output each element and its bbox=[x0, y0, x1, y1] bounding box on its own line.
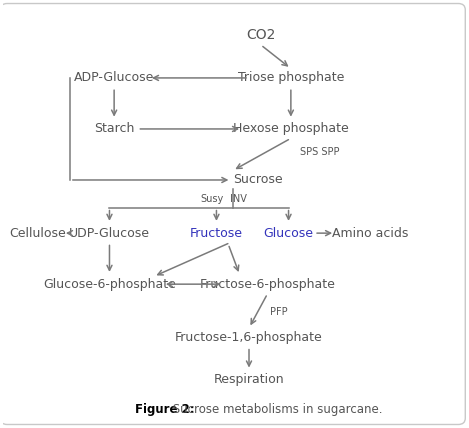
Text: Sucrose: Sucrose bbox=[233, 173, 282, 187]
Text: ADP-Glucose: ADP-Glucose bbox=[74, 71, 154, 84]
Text: Fructose-6-phosphate: Fructose-6-phosphate bbox=[200, 278, 335, 291]
Text: Sucrose metabolisms in sugarcane.: Sucrose metabolisms in sugarcane. bbox=[169, 403, 383, 416]
Text: Starch: Starch bbox=[94, 122, 134, 135]
Text: Fructose: Fructose bbox=[190, 227, 243, 240]
Text: PFP: PFP bbox=[270, 307, 287, 317]
Text: INV: INV bbox=[230, 194, 247, 204]
Text: CO2: CO2 bbox=[246, 28, 275, 42]
Text: Glucose-6-phosphate: Glucose-6-phosphate bbox=[43, 278, 176, 291]
Text: Amino acids: Amino acids bbox=[332, 227, 408, 240]
Text: Susy: Susy bbox=[200, 194, 223, 204]
Text: UDP-Glucose: UDP-Glucose bbox=[69, 227, 150, 240]
Text: Glucose: Glucose bbox=[264, 227, 314, 240]
Text: SPS SPP: SPS SPP bbox=[300, 147, 340, 158]
Text: Respiration: Respiration bbox=[214, 373, 284, 386]
Text: Triose phosphate: Triose phosphate bbox=[238, 71, 344, 84]
Text: Cellulose: Cellulose bbox=[9, 227, 66, 240]
Text: Figure 2:: Figure 2: bbox=[135, 403, 195, 416]
Text: Hexose phosphate: Hexose phosphate bbox=[233, 122, 349, 135]
Text: Fructose-1,6-phosphate: Fructose-1,6-phosphate bbox=[175, 331, 323, 344]
FancyBboxPatch shape bbox=[0, 3, 465, 425]
